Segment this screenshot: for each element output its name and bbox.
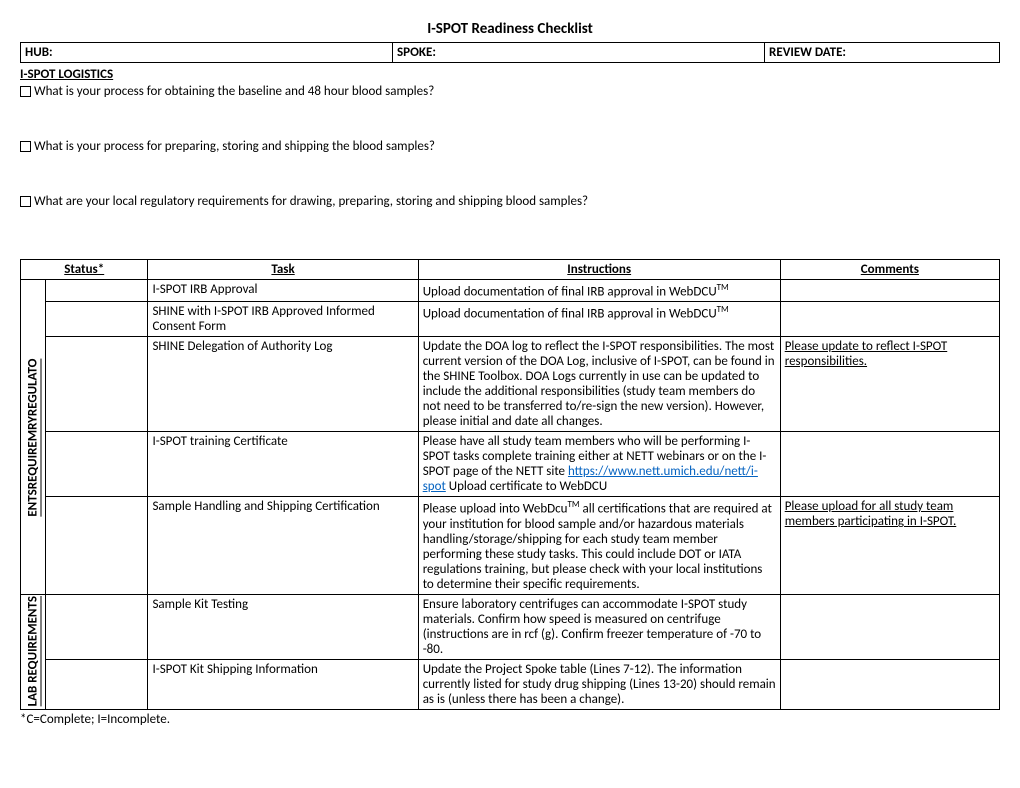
table-row: I-SPOT Kit Shipping Information Update t…	[21, 659, 1000, 709]
status-cell	[46, 280, 148, 302]
question-1: What is your process for obtaining the b…	[20, 84, 1000, 99]
status-cell	[46, 659, 148, 709]
question-1-text: What is your process for obtaining the b…	[34, 84, 434, 99]
spoke-cell: SPOKE:	[393, 43, 765, 63]
checkbox-icon	[20, 86, 31, 97]
status-cell	[46, 337, 148, 432]
instructions-cell: Ensure laboratory centrifuges can accomm…	[418, 594, 780, 659]
task-cell: SHINE Delegation of Authority Log	[148, 337, 418, 432]
status-cell	[46, 497, 148, 594]
status-cell	[46, 432, 148, 497]
instructions-cell: Update the DOA log to reflect the I-SPOT…	[418, 337, 780, 432]
section-regulatory: ENTSREQUIREMRYREGULATO	[21, 280, 46, 595]
section-lab: LAB REQUIREMENTS	[21, 594, 46, 709]
comments-cell: Please update to reflect I-SPOT responsi…	[780, 337, 999, 432]
task-cell: SHINE with I-SPOT IRB Approved Informed …	[148, 302, 418, 337]
header-status: Status*	[21, 260, 148, 280]
checkbox-icon	[20, 196, 31, 207]
task-cell: Sample Handling and Shipping Certificati…	[148, 497, 418, 594]
header-table: HUB: SPOKE: REVIEW DATE:	[20, 42, 1000, 63]
table-row: LAB REQUIREMENTS Sample Kit Testing Ensu…	[21, 594, 1000, 659]
comments-cell	[780, 432, 999, 497]
table-row: SHINE with I-SPOT IRB Approved Informed …	[21, 302, 1000, 337]
question-2: What is your process for preparing, stor…	[20, 139, 1000, 154]
status-cell	[46, 594, 148, 659]
header-instructions: Instructions	[418, 260, 780, 280]
instructions-cell: Upload documentation of final IRB approv…	[418, 280, 780, 302]
hub-cell: HUB:	[21, 43, 393, 63]
comments-cell: Please upload for all study team members…	[780, 497, 999, 594]
main-table: Status* Task Instructions Comments ENTSR…	[20, 259, 1000, 710]
task-cell: I-SPOT IRB Approval	[148, 280, 418, 302]
comments-cell	[780, 659, 999, 709]
logistics-heading: I-SPOT LOGISTICS	[20, 67, 1000, 82]
header-task: Task	[148, 260, 418, 280]
checkbox-icon	[20, 141, 31, 152]
review-date-cell: REVIEW DATE:	[765, 43, 1000, 63]
question-3-text: What are your local regulatory requireme…	[34, 194, 588, 209]
question-3: What are your local regulatory requireme…	[20, 194, 1000, 209]
status-cell	[46, 302, 148, 337]
question-2-text: What is your process for preparing, stor…	[34, 139, 435, 154]
instructions-cell: Please have all study team members who w…	[418, 432, 780, 497]
table-row: SHINE Delegation of Authority Log Update…	[21, 337, 1000, 432]
header-comments: Comments	[780, 260, 999, 280]
comments-cell	[780, 594, 999, 659]
instructions-cell: Upload documentation of final IRB approv…	[418, 302, 780, 337]
page-title: I-SPOT Readiness Checklist	[20, 20, 1000, 38]
table-row: I-SPOT training Certificate Please have …	[21, 432, 1000, 497]
instructions-cell: Please upload into WebDcuTM all certific…	[418, 497, 780, 594]
task-cell: I-SPOT Kit Shipping Information	[148, 659, 418, 709]
table-row: ENTSREQUIREMRYREGULATO I-SPOT IRB Approv…	[21, 280, 1000, 302]
task-cell: I-SPOT training Certificate	[148, 432, 418, 497]
task-cell: Sample Kit Testing	[148, 594, 418, 659]
footnote: *C=Complete; I=Incomplete.	[20, 712, 1000, 727]
table-row: Sample Handling and Shipping Certificati…	[21, 497, 1000, 594]
instructions-cell: Update the Project Spoke table (Lines 7-…	[418, 659, 780, 709]
comments-cell	[780, 302, 999, 337]
comments-cell	[780, 280, 999, 302]
